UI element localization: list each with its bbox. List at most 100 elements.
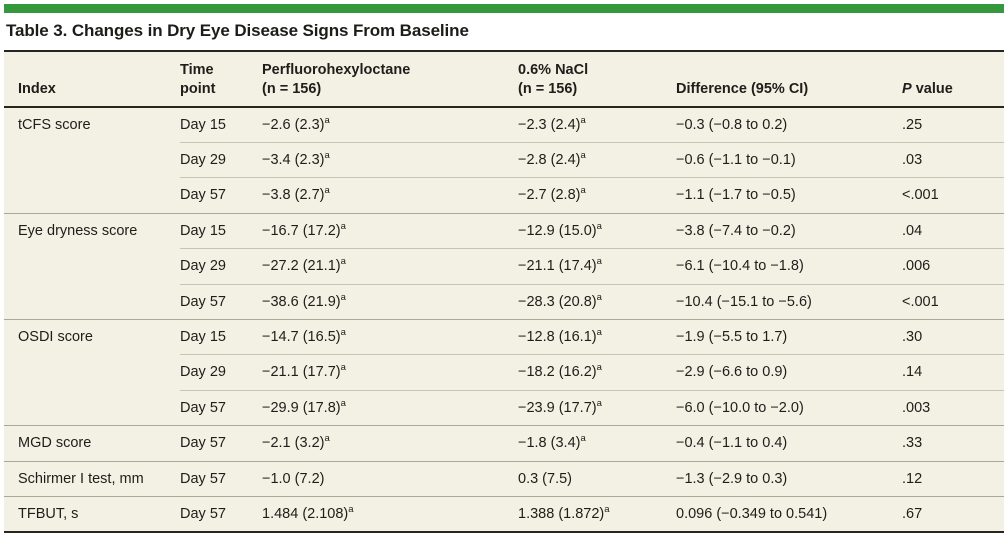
table-row: TFBUT, s Day 57 1.484 (2.108)a 1.388 (1.872… — [4, 495, 1004, 533]
table-header: Index Time point Perfluorohexyloctane (n = 1… — [4, 50, 1004, 108]
table-row: Day 29 −21.1 (17.7)a −18.2 (16.2)a −2.9 (−6… — [4, 354, 1004, 391]
column-header-index: Index — [4, 50, 180, 108]
cell-difference: −3.8 (−7.4 to −0.2) — [676, 212, 902, 249]
footnote-marker: a — [596, 221, 602, 233]
cell-p-value: .67 — [902, 495, 1004, 533]
cell-nacl: −12.9 (15.0)a — [518, 212, 676, 249]
cell-nacl: −2.8 (2.4)a — [518, 142, 676, 178]
table-row: Day 29 −27.2 (21.1)a −21.1 (17.4)a −6.1 (−1… — [4, 248, 1004, 285]
cell-time-point: Day 15 — [180, 212, 262, 249]
column-header-time-point: Time point — [180, 50, 262, 108]
cell-time-point: Day 29 — [180, 248, 262, 285]
cell-perfluorohexyloctane: −3.8 (2.7)a — [262, 177, 518, 214]
footnote-marker: a — [340, 397, 346, 409]
footnote-marker: a — [324, 433, 330, 445]
cell-nacl: −28.3 (20.8)a — [518, 283, 676, 320]
footnote-marker: a — [324, 150, 330, 162]
cell-difference: −1.1 (−1.7 to −0.5) — [676, 177, 902, 214]
cell-difference: −0.6 (−1.1 to −0.1) — [676, 142, 902, 178]
cell-difference: −1.9 (−5.5 to 1.7) — [676, 319, 902, 355]
cell-difference: −6.0 (−10.0 to −2.0) — [676, 389, 902, 426]
cell-difference: −10.4 (−15.1 to −5.6) — [676, 283, 902, 320]
cell-p-value: .25 — [902, 116, 923, 133]
footnote-marker: a — [340, 291, 346, 303]
column-header-perfluorohexyloctane: Perfluorohexyloctane (n = 156) — [262, 50, 518, 108]
cell-nacl: −2.3 (2.4)a — [518, 114, 586, 133]
cell-index: OSDI score — [4, 319, 180, 426]
cell-p-value: .006 — [902, 248, 1004, 285]
cell-nacl: 0.3 (7.5) — [518, 460, 676, 497]
cell-index: Schirmer I test, mm — [4, 460, 180, 497]
cell-index: MGD score — [4, 425, 180, 462]
cell-difference: 0.096 (−0.349 to 0.541) — [676, 495, 902, 533]
cell-index: Eye dryness score — [4, 212, 180, 320]
cell-p-value: .30 — [902, 319, 1004, 355]
footnote-marker: a — [596, 327, 602, 339]
footnote-marker: a — [596, 256, 602, 268]
cell-perfluorohexyloctane: −29.9 (17.8)a — [262, 389, 518, 426]
cell-perfluorohexyloctane: −3.4 (2.3)a — [262, 142, 518, 178]
footnote-marker: a — [324, 114, 330, 126]
cell-time-point: Day 57 — [180, 389, 262, 426]
cell-nacl: −23.9 (17.7)a — [518, 389, 676, 426]
cell-nacl: −2.7 (2.8)a — [518, 177, 676, 214]
cell-nacl: −1.8 (3.4)a — [518, 425, 676, 462]
data-table: Index Time point Perfluorohexyloctane (n = 1… — [4, 50, 1004, 533]
footnote-marker: a — [580, 185, 586, 197]
footnote-marker: a — [604, 504, 610, 516]
cell-perfluorohexyloctane: −27.2 (21.1)a — [262, 248, 518, 285]
footnote-marker: a — [324, 185, 330, 197]
cell-perfluorohexyloctane: −21.1 (17.7)a — [262, 354, 518, 391]
cell-nacl: −21.1 (17.4)a — [518, 248, 676, 285]
cell-difference: −1.3 (−2.9 to 0.3) — [676, 460, 902, 497]
footnote-marker: a — [340, 327, 346, 339]
table-row: Day 29 −3.4 (2.3)a −2.8 (2.4)a −0.6 (−1.1 t… — [4, 142, 1004, 178]
cell-time-point: Day 15 — [180, 116, 226, 133]
cell-p-value: <.001 — [902, 283, 1004, 320]
cell-index: TFBUT, s — [4, 495, 180, 533]
header-row: Index Time point Perfluorohexyloctane (n = 1… — [4, 50, 1004, 108]
cell-perfluorohexyloctane: −14.7 (16.5)a — [262, 319, 518, 355]
accent-bar — [4, 4, 1004, 13]
cell-difference: −2.9 (−6.6 to 0.9) — [676, 354, 902, 391]
cell-p-value: .12 — [902, 460, 1004, 497]
table-row: Eye dryness score Day 15 −16.7 (17.2)a −12.… — [4, 212, 1004, 320]
footnote-marker: a — [580, 433, 586, 445]
cell-perfluorohexyloctane: −38.6 (21.9)a — [262, 283, 518, 320]
cell-p-value: .03 — [902, 142, 1004, 178]
cell-p-value: .14 — [902, 354, 1004, 391]
cell-time-point: Day 57 — [180, 425, 262, 462]
table-title: Table 3. Changes in Dry Eye Disease Sign… — [6, 21, 469, 40]
cell-time-point: Day 57 — [180, 460, 262, 497]
cell-difference: −0.3 (−0.8 to 0.2) — [676, 116, 788, 133]
table-row: Day 57 −3.8 (2.7)a −2.7 (2.8)a −1.1 (−1.7 t… — [4, 177, 1004, 214]
footnote-marker: a — [340, 362, 346, 374]
footnote-marker: a — [596, 291, 602, 303]
cell-perfluorohexyloctane: −2.1 (3.2)a — [262, 425, 518, 462]
table-row: Schirmer I test, mm Day 57 −1.0 (7.2) 0.3 (… — [4, 460, 1004, 497]
table-body: tCFS score Day 15 −2.6 (2.3)a −2.3 (2.4)a −0… — [4, 107, 1004, 533]
cell-p-value: .003 — [902, 389, 1004, 426]
cell-time-point: Day 57 — [180, 495, 262, 533]
cell-p-value: .33 — [902, 425, 1004, 462]
column-header-nacl: 0.6% NaCl (n = 156) — [518, 50, 676, 108]
cell-perfluorohexyloctane: −16.7 (17.2)a — [262, 212, 518, 249]
cell-nacl: −12.8 (16.1)a — [518, 319, 676, 355]
cell-time-point: Day 29 — [180, 354, 262, 391]
cell-time-point: Day 57 — [180, 283, 262, 320]
cell-difference: −0.4 (−1.1 to 0.4) — [676, 425, 902, 462]
footnote-marker: a — [340, 256, 346, 268]
table-row: Day 57 −38.6 (21.9)a −28.3 (20.8)a −10.4 (−… — [4, 283, 1004, 320]
cell-nacl: −18.2 (16.2)a — [518, 354, 676, 391]
cell-index: tCFS score — [18, 116, 91, 133]
table-row: tCFS score Day 15 −2.6 (2.3)a −2.3 (2.4)a −0… — [4, 107, 1004, 143]
footnote-marker: a — [580, 114, 586, 126]
footnote-marker: a — [580, 150, 586, 162]
footnote-marker: a — [348, 504, 354, 516]
table-row: MGD score Day 57 −2.1 (3.2)a −1.8 (3.4)a −0.… — [4, 425, 1004, 462]
cell-difference: −6.1 (−10.4 to −1.8) — [676, 248, 902, 285]
cell-time-point: Day 29 — [180, 142, 262, 178]
cell-perfluorohexyloctane: 1.484 (2.108)a — [262, 495, 518, 533]
cell-time-point: Day 57 — [180, 177, 262, 214]
